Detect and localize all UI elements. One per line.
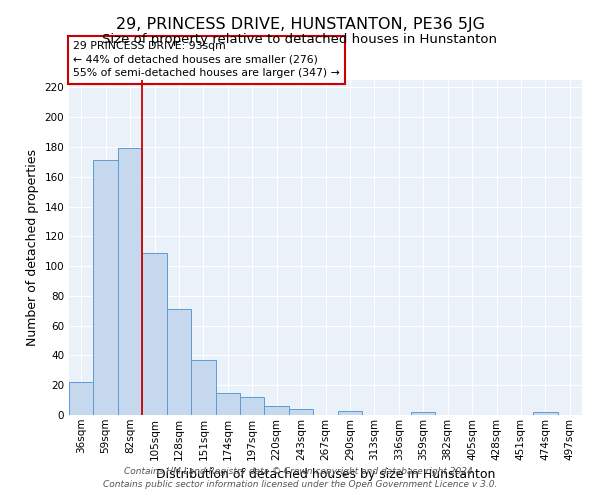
Bar <box>191 360 215 415</box>
Bar <box>240 397 265 415</box>
Bar <box>215 392 240 415</box>
Bar <box>265 406 289 415</box>
Bar <box>69 382 94 415</box>
Text: Contains HM Land Registry data © Crown copyright and database right 2024.
Contai: Contains HM Land Registry data © Crown c… <box>103 468 497 489</box>
X-axis label: Distribution of detached houses by size in Hunstanton: Distribution of detached houses by size … <box>156 468 495 481</box>
Bar <box>338 410 362 415</box>
Bar <box>533 412 557 415</box>
Bar <box>289 409 313 415</box>
Text: 29, PRINCESS DRIVE, HUNSTANTON, PE36 5JG: 29, PRINCESS DRIVE, HUNSTANTON, PE36 5JG <box>115 18 485 32</box>
Bar <box>167 310 191 415</box>
Bar <box>94 160 118 415</box>
Text: 29 PRINCESS DRIVE: 93sqm
← 44% of detached houses are smaller (276)
55% of semi-: 29 PRINCESS DRIVE: 93sqm ← 44% of detach… <box>73 41 340 78</box>
Text: Size of property relative to detached houses in Hunstanton: Size of property relative to detached ho… <box>103 32 497 46</box>
Bar <box>411 412 436 415</box>
Bar <box>118 148 142 415</box>
Bar <box>142 252 167 415</box>
Y-axis label: Number of detached properties: Number of detached properties <box>26 149 39 346</box>
